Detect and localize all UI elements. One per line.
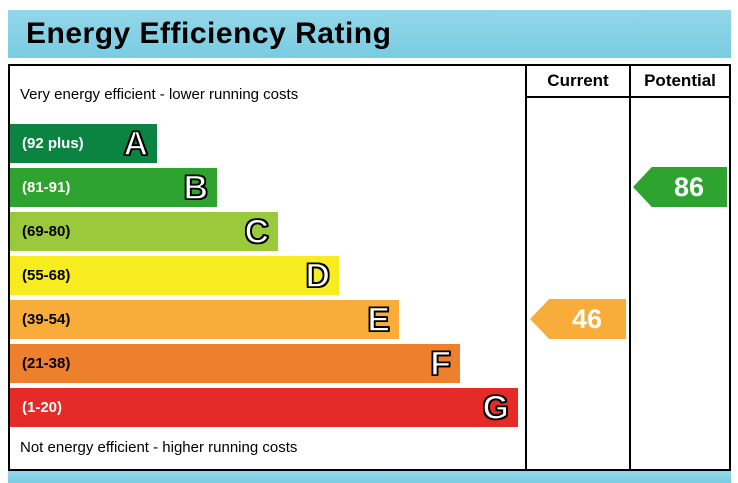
band-bar-a: (92 plus) A	[10, 124, 157, 163]
band-letter: D	[305, 256, 331, 295]
current-column-header: Current	[527, 66, 629, 98]
page-title: Energy Efficiency Rating	[26, 17, 392, 50]
band-letter: C	[244, 212, 270, 251]
band-bar-b: (81-91) B	[10, 168, 217, 207]
band-range-label: (55-68)	[22, 267, 71, 284]
potential-rating-value: 86	[673, 171, 705, 202]
bottom-blue-strip	[8, 471, 731, 483]
band-range-label: (92 plus)	[22, 135, 84, 152]
band-letter: B	[183, 168, 209, 207]
band-letter: F	[429, 344, 451, 383]
band-row-c: (69-80) C	[10, 212, 525, 251]
bottom-note: Not energy efficient - higher running co…	[20, 439, 298, 456]
title-bar: Energy Efficiency Rating	[8, 10, 731, 58]
current-column: Current 46	[525, 66, 629, 469]
rating-bands: (92 plus) A (81-91) B (69-80) C	[10, 124, 525, 432]
band-bar-d: (55-68) D	[10, 256, 339, 295]
band-chart-area: Very energy efficient - lower running co…	[10, 66, 525, 469]
band-row-a: (92 plus) A	[10, 124, 525, 163]
band-bar-g: (1-20) G	[10, 388, 518, 427]
band-range-label: (81-91)	[22, 179, 71, 196]
top-note: Very energy efficient - lower running co…	[20, 86, 299, 103]
band-letter: G	[482, 388, 510, 427]
current-rating-arrow-icon: 46	[530, 299, 626, 339]
band-letter: A	[123, 124, 149, 163]
band-bar-e: (39-54) E	[10, 300, 399, 339]
potential-column-body: 86	[631, 98, 729, 467]
band-range-label: (39-54)	[22, 311, 71, 328]
band-range-label: (21-38)	[22, 355, 71, 372]
potential-rating-arrow-icon: 86	[633, 167, 727, 207]
band-bar-c: (69-80) C	[10, 212, 278, 251]
potential-column: Potential 86	[629, 66, 729, 469]
band-range-label: (1-20)	[22, 399, 63, 416]
band-range-label: (69-80)	[22, 223, 71, 240]
band-row-f: (21-38) F	[10, 344, 525, 383]
band-row-g: (1-20) G	[10, 388, 525, 427]
band-row-d: (55-68) D	[10, 256, 525, 295]
potential-column-header: Potential	[631, 66, 729, 98]
band-bar-f: (21-38) F	[10, 344, 460, 383]
current-rating-value: 46	[571, 303, 603, 334]
band-letter: E	[367, 300, 391, 339]
rating-table: Very energy efficient - lower running co…	[8, 64, 731, 471]
band-row-b: (81-91) B	[10, 168, 525, 207]
current-column-body: 46	[527, 98, 629, 467]
band-row-e: (39-54) E	[10, 300, 525, 339]
